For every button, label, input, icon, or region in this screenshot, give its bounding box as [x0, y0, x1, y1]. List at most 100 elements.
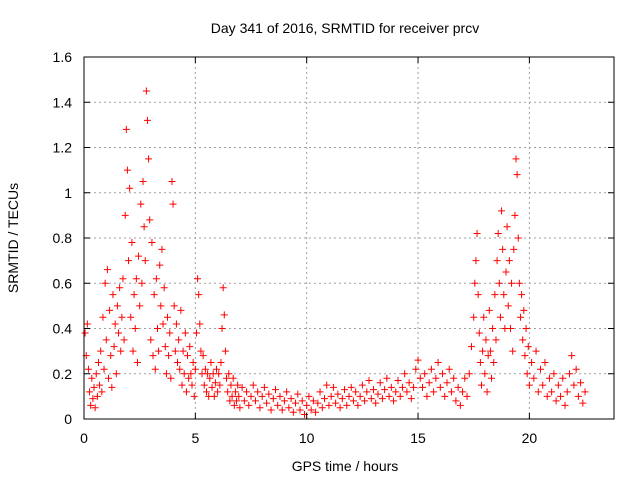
data-point-marker: [185, 374, 193, 382]
data-point-marker: [87, 401, 95, 409]
x-axis-label: GPS time / hours: [292, 458, 399, 474]
data-point-marker: [119, 275, 127, 283]
data-point-marker: [338, 395, 346, 403]
data-point-marker: [396, 392, 404, 400]
data-point-marker: [218, 325, 226, 332]
data-point-marker: [150, 291, 158, 299]
data-point-marker: [251, 397, 259, 405]
data-point-marker: [298, 397, 306, 405]
data-point-marker: [180, 370, 188, 378]
data-point-marker: [528, 358, 536, 366]
data-point-marker: [407, 395, 415, 403]
data-point-marker: [472, 257, 480, 265]
x-tick-label: 15: [410, 430, 426, 446]
data-point-marker: [235, 392, 243, 400]
data-point-marker: [106, 306, 114, 314]
data-point-marker: [554, 381, 562, 389]
data-point-marker: [316, 388, 324, 396]
y-tick-label: 0.6: [53, 275, 73, 291]
data-point-marker: [208, 383, 216, 391]
data-point-marker: [132, 275, 140, 283]
data-point-marker: [508, 279, 516, 287]
data-point-marker: [552, 397, 560, 405]
data-point-marker: [506, 325, 514, 332]
data-point-marker: [445, 365, 453, 373]
data-point-marker: [305, 392, 313, 400]
data-point-marker: [231, 388, 239, 396]
data-point-marker: [211, 379, 219, 387]
data-point-marker: [511, 211, 519, 219]
data-point-marker: [372, 399, 380, 407]
data-point-marker: [499, 245, 507, 253]
data-point-marker: [563, 388, 571, 396]
data-point-marker: [228, 392, 236, 400]
data-point-marker: [524, 343, 532, 351]
data-point-marker: [557, 392, 565, 400]
y-tick-label: 1.6: [53, 49, 73, 65]
data-point-marker: [151, 365, 159, 373]
data-point-marker: [200, 381, 208, 389]
data-point-marker: [265, 390, 273, 398]
data-point-marker: [91, 404, 99, 412]
data-point-marker: [327, 392, 335, 400]
data-point-marker: [243, 388, 251, 396]
data-point-marker: [115, 329, 123, 337]
data-point-marker: [309, 397, 317, 405]
data-point-marker: [285, 404, 293, 412]
data-point-marker: [219, 284, 227, 292]
data-point-marker: [436, 383, 444, 391]
data-point-marker: [336, 404, 344, 412]
data-point-marker: [349, 397, 357, 405]
data-point-marker: [369, 386, 377, 394]
data-point-marker: [195, 291, 203, 299]
data-point-marker: [465, 370, 473, 378]
data-point-marker: [267, 406, 275, 414]
data-point-marker: [168, 177, 176, 185]
data-point-marker: [482, 336, 490, 344]
data-point-marker: [159, 320, 167, 328]
data-point-marker: [88, 374, 96, 382]
data-point-marker: [120, 336, 128, 344]
data-point-marker: [224, 388, 232, 396]
data-point-marker: [236, 404, 244, 412]
data-point-marker: [86, 388, 94, 396]
data-point-marker: [514, 234, 522, 242]
data-point-marker: [423, 392, 431, 400]
data-point-marker: [100, 365, 108, 373]
data-point-marker: [480, 313, 488, 321]
y-axis-label: SRMTID / TECUs: [5, 183, 21, 293]
data-point-marker: [140, 223, 148, 231]
data-point-marker: [574, 392, 582, 400]
data-point-marker: [363, 388, 371, 396]
data-point-marker: [111, 320, 119, 328]
data-point-marker: [247, 392, 255, 400]
x-tick-label: 5: [191, 430, 199, 446]
data-point-marker: [104, 374, 112, 382]
data-point-marker: [463, 392, 471, 400]
data-point-marker: [83, 320, 91, 328]
data-point-marker: [383, 374, 391, 382]
data-point-marker: [534, 388, 542, 396]
data-point-marker: [354, 401, 362, 409]
data-point-marker: [148, 239, 156, 247]
data-point-marker: [434, 358, 442, 366]
data-point-marker: [520, 306, 528, 314]
data-point-marker: [332, 399, 340, 407]
data-point-marker: [223, 374, 231, 382]
data-point-marker: [490, 358, 498, 366]
data-point-marker: [109, 291, 117, 299]
data-point-marker: [164, 313, 172, 321]
data-point-marker: [581, 388, 589, 396]
data-point-marker: [221, 347, 229, 355]
data-point-marker: [454, 383, 462, 391]
data-point-marker: [521, 352, 529, 360]
data-point-marker: [129, 347, 137, 355]
data-point-marker: [489, 325, 497, 332]
data-point-marker: [456, 401, 464, 409]
data-point-marker: [122, 125, 130, 133]
data-point-marker: [192, 329, 200, 337]
data-point-marker: [561, 401, 569, 409]
data-point-marker: [476, 358, 484, 366]
data-point-marker: [141, 257, 149, 265]
data-point-marker: [156, 261, 164, 269]
